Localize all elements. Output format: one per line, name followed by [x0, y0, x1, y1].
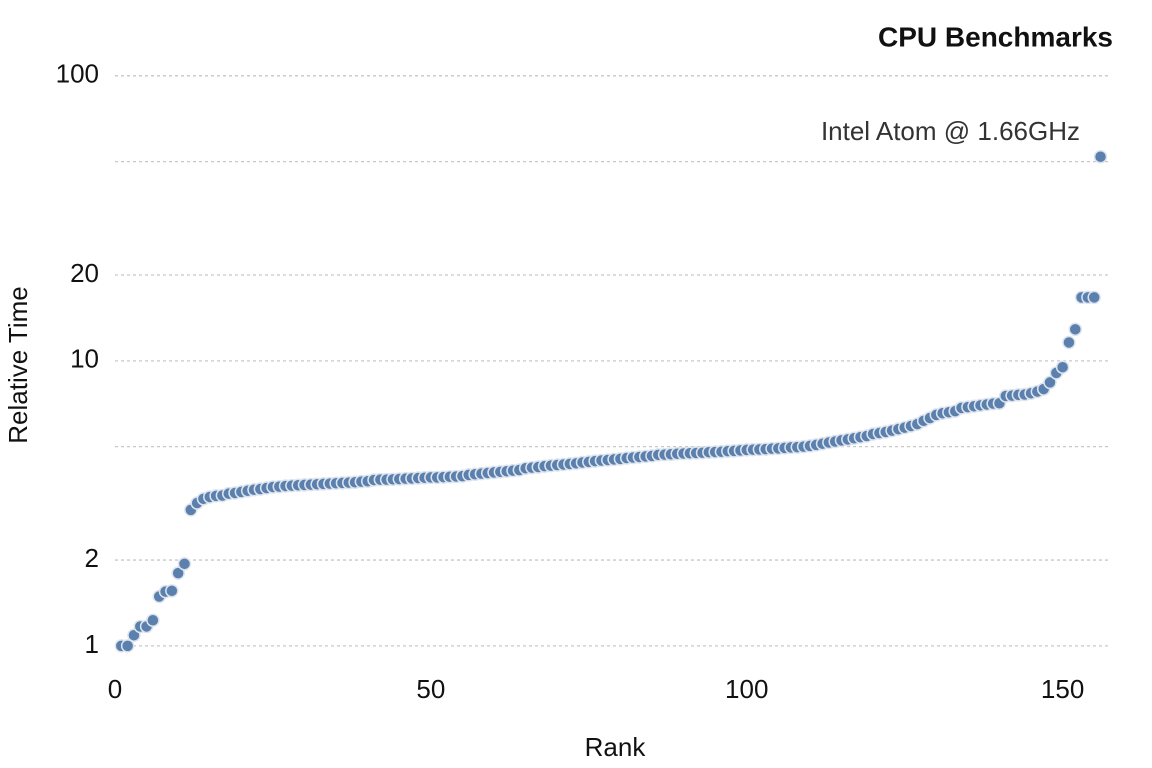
y-tick-label: 1: [85, 629, 99, 659]
point: [1068, 322, 1083, 337]
point: [165, 584, 179, 598]
point: [171, 566, 185, 580]
point: [1062, 335, 1076, 350]
y-tick-label: 100: [56, 59, 99, 89]
y-tick-label: 20: [70, 258, 99, 288]
y-tick-label: 10: [70, 344, 99, 374]
y-axis-label: Relative Time: [3, 286, 33, 444]
point: [1043, 375, 1057, 390]
x-axis-label: Rank: [585, 732, 647, 762]
y-tick-label: 2: [85, 543, 99, 573]
point: [1055, 360, 1070, 374]
x-tick-label: 0: [108, 674, 122, 704]
point: [120, 639, 135, 653]
point: [177, 557, 192, 571]
chart-title: CPU Benchmarks: [878, 21, 1113, 52]
point: [146, 613, 160, 628]
point: [1087, 290, 1101, 305]
annotation: Intel Atom @ 1.66GHz: [821, 116, 1080, 146]
point: [1093, 149, 1108, 164]
x-tick-label: 50: [416, 674, 445, 704]
x-tick-label: 150: [1041, 674, 1084, 704]
x-tick-label: 100: [725, 674, 768, 704]
